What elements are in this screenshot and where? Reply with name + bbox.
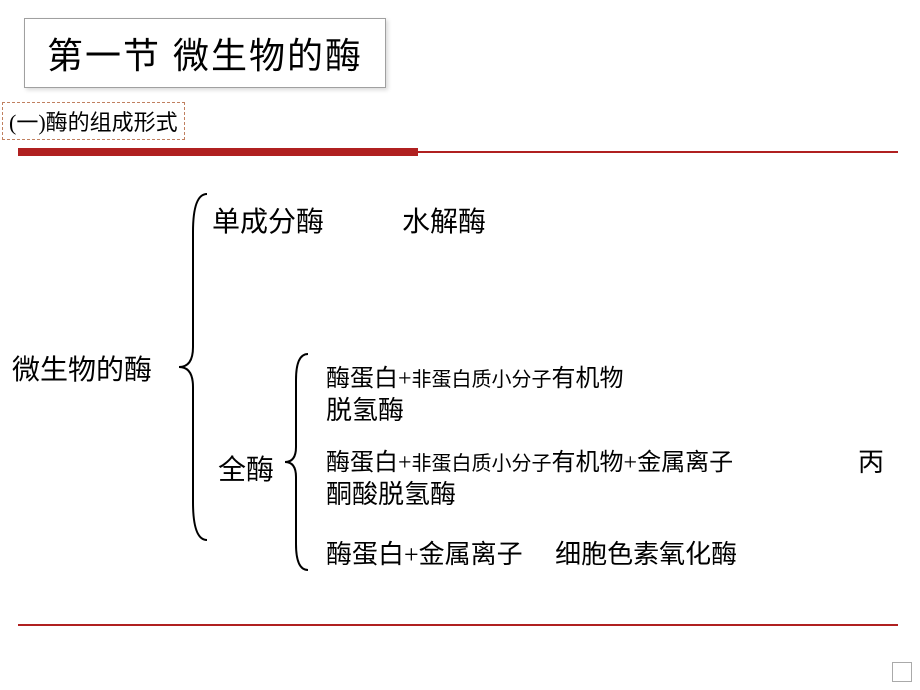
formula-part: 酶蛋白 (326, 366, 398, 392)
formula-part-small: 非蛋白质小分子 (412, 453, 552, 475)
branch2-item3-formula: 酶蛋白+金属离子 (326, 540, 523, 569)
brace-left-large (175, 192, 215, 542)
formula-plus: + (398, 366, 412, 392)
formula-plus: + (624, 450, 638, 476)
branch1-label: 单成分酶 (212, 200, 324, 240)
formula-plus: + (398, 450, 412, 476)
branch2-label: 全酶 (218, 448, 274, 488)
root-label: 微生物的酶 (12, 348, 152, 388)
branch2-item3: 酶蛋白+金属离子 细胞色素氧化酶 (326, 534, 737, 571)
branch2-item1-formula: 酶蛋白+非蛋白质小分子有机物 (326, 358, 624, 393)
branch2-item2-formula: 酶蛋白+非蛋白质小分子有机物+金属离子 (326, 442, 733, 477)
formula-part: 有机物 (552, 366, 624, 392)
rule-thick (18, 148, 418, 156)
formula-part: 酶蛋白 (326, 450, 398, 476)
page-title: 第一节 微生物的酶 (47, 27, 363, 79)
corner-resize-icon (892, 662, 912, 682)
horizontal-rule-bottom (18, 624, 898, 626)
branch2-item1-example: 脱氢酶 (326, 390, 404, 427)
branch1-example: 水解酶 (402, 200, 486, 240)
branch2-item2-example: 酮酸脱氢酶 (326, 474, 456, 511)
subtitle: (一)酶的组成形式 (9, 105, 178, 137)
brace-left-small (282, 352, 312, 572)
branch2-item2-prefix: 丙 (858, 442, 884, 479)
subtitle-box: (一)酶的组成形式 (2, 102, 185, 140)
formula-part-small: 非蛋白质小分子 (412, 369, 552, 391)
formula-part: 金属离子 (637, 450, 733, 476)
formula-part: 有机物 (552, 450, 624, 476)
title-box: 第一节 微生物的酶 (24, 18, 386, 88)
branch2-item3-example: 细胞色素氧化酶 (555, 540, 737, 569)
